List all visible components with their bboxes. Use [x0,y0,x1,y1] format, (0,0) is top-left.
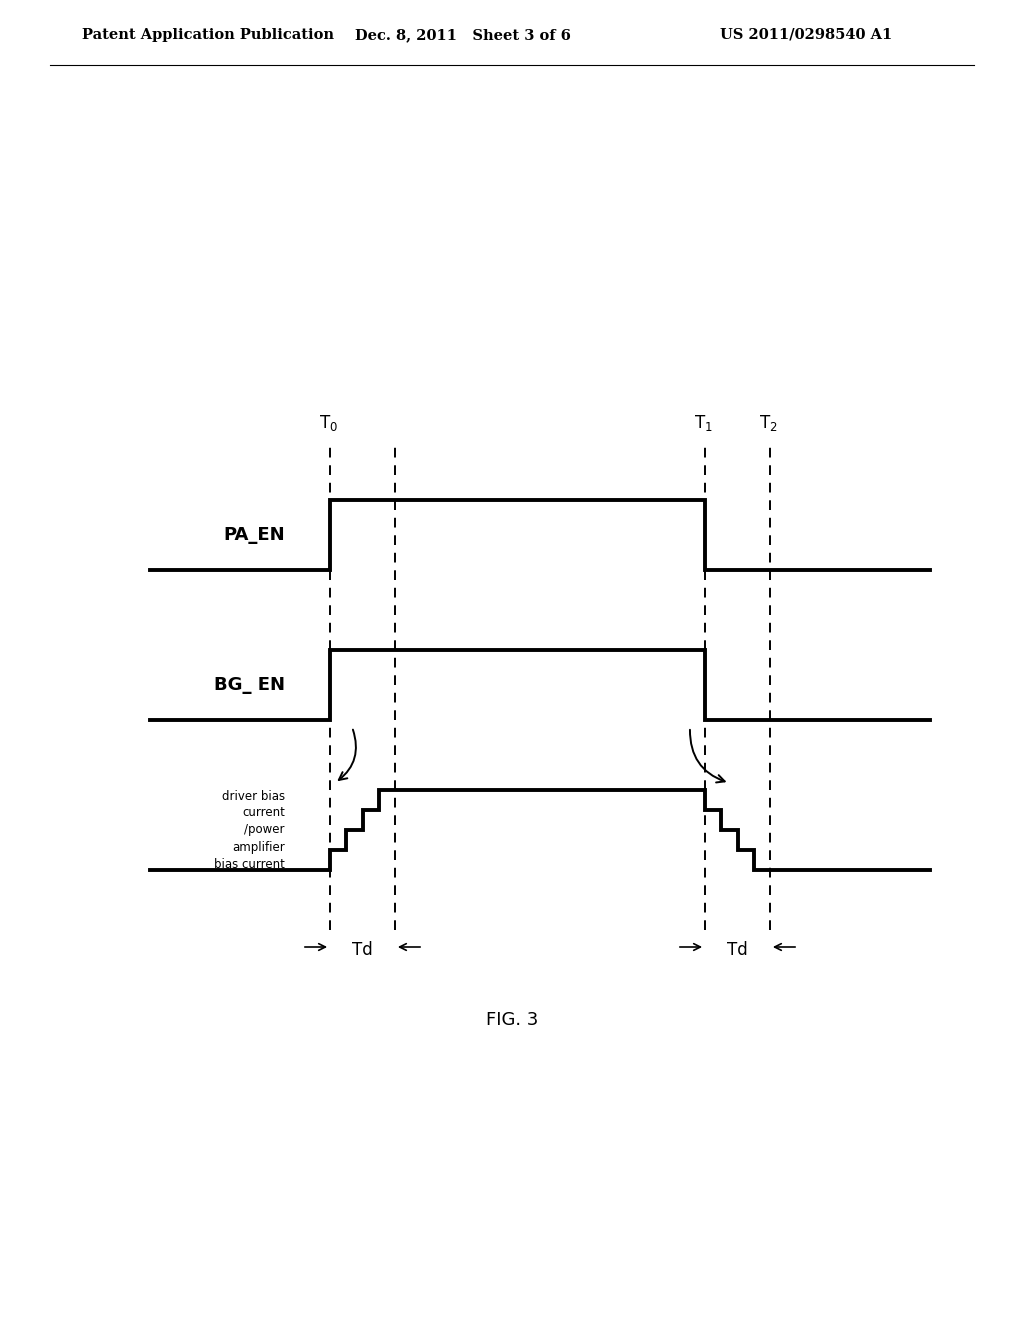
Text: PA_EN: PA_EN [223,525,285,544]
Text: Dec. 8, 2011   Sheet 3 of 6: Dec. 8, 2011 Sheet 3 of 6 [355,28,570,42]
Text: Td: Td [352,941,373,960]
Text: T$_1$: T$_1$ [693,413,713,433]
Text: BG_ EN: BG_ EN [214,676,285,694]
Text: Patent Application Publication: Patent Application Publication [82,28,334,42]
Text: driver bias
current
/power
amplifier
bias current: driver bias current /power amplifier bia… [214,789,285,870]
Text: Td: Td [727,941,748,960]
Text: US 2011/0298540 A1: US 2011/0298540 A1 [720,28,892,42]
Text: FIG. 3: FIG. 3 [485,1011,539,1030]
Text: T$_2$: T$_2$ [759,413,777,433]
Text: T$_0$: T$_0$ [318,413,338,433]
